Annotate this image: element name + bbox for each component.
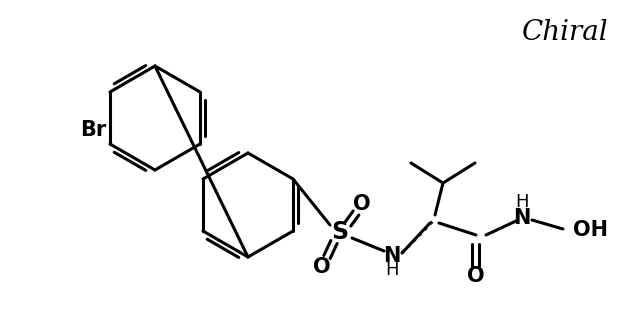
Text: Chiral: Chiral xyxy=(522,18,608,46)
Text: N: N xyxy=(513,208,531,228)
Text: S: S xyxy=(332,220,349,244)
Text: OH: OH xyxy=(573,220,608,240)
Text: H: H xyxy=(515,193,529,211)
Text: O: O xyxy=(467,266,485,286)
Text: O: O xyxy=(353,194,371,214)
Text: O: O xyxy=(313,257,331,277)
Text: N: N xyxy=(383,246,401,266)
Text: H: H xyxy=(385,261,399,279)
Text: Br: Br xyxy=(80,120,106,140)
